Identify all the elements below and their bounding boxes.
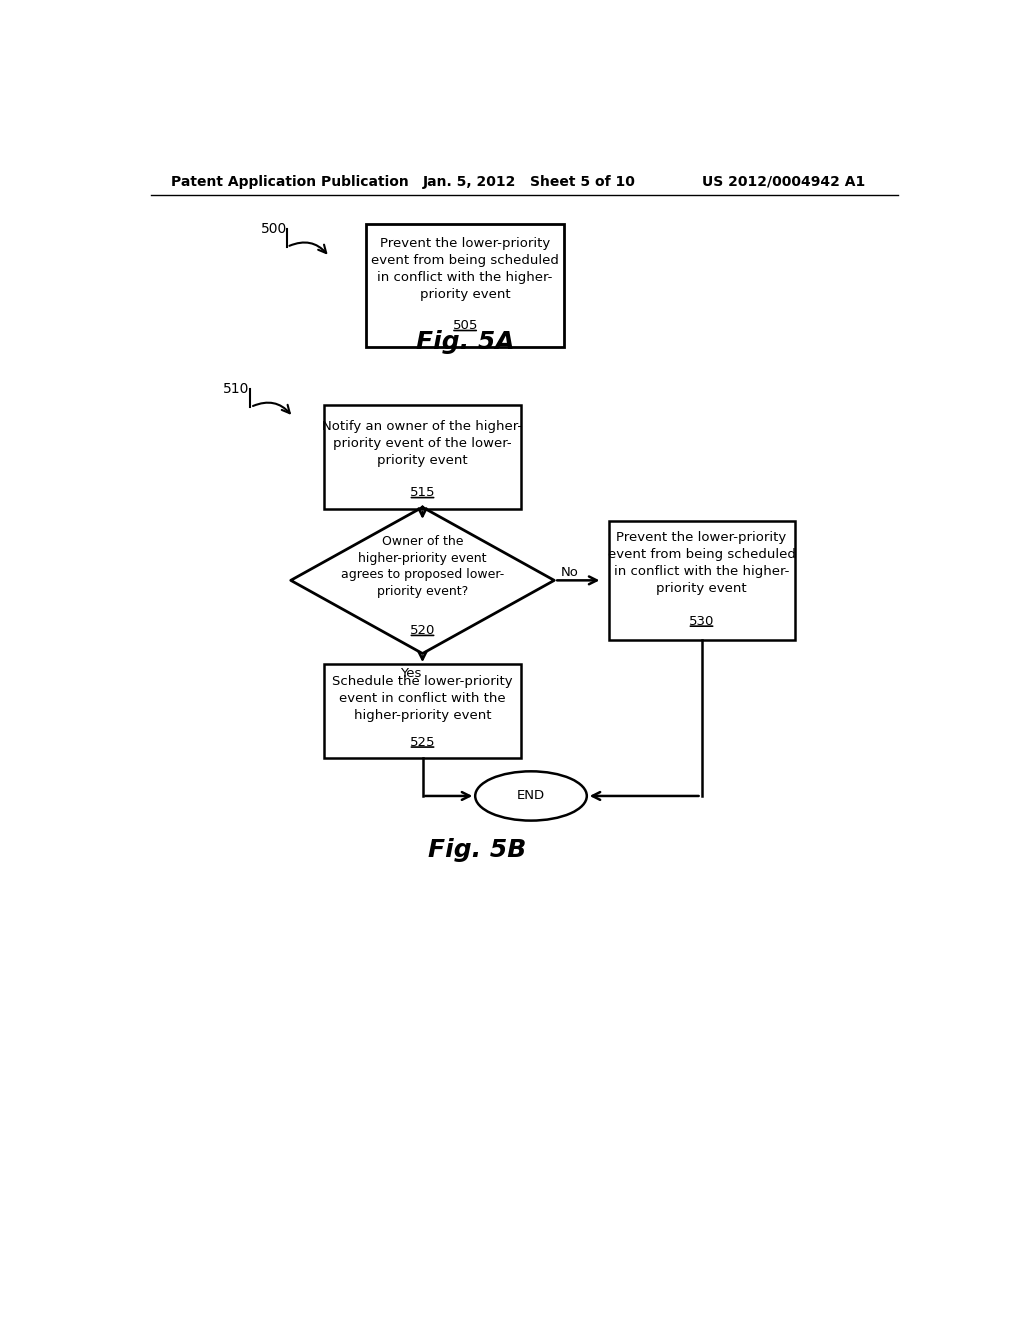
Text: 520: 520 (410, 624, 435, 638)
Text: Prevent the lower-priority
event from being scheduled
in conflict with the highe: Prevent the lower-priority event from be… (371, 236, 559, 301)
Text: Patent Application Publication: Patent Application Publication (171, 174, 409, 189)
Bar (608, 520, 795, 640)
Text: Notify an owner of the higher-
priority event of the lower-
priority event: Notify an owner of the higher- priority … (323, 420, 522, 467)
Text: Fig. 5B: Fig. 5B (428, 838, 526, 862)
Text: Prevent the lower-priority
event from being scheduled
in conflict with the highe: Prevent the lower-priority event from be… (607, 532, 796, 595)
Bar (324, 405, 521, 510)
Text: Fig. 5A: Fig. 5A (416, 330, 514, 354)
Bar (324, 664, 521, 758)
Text: 530: 530 (689, 615, 714, 628)
Text: 500: 500 (261, 222, 288, 236)
Text: Jan. 5, 2012   Sheet 5 of 10: Jan. 5, 2012 Sheet 5 of 10 (423, 174, 635, 189)
Text: 525: 525 (410, 735, 435, 748)
Text: US 2012/0004942 A1: US 2012/0004942 A1 (701, 174, 864, 189)
Text: No: No (560, 566, 579, 579)
Text: Owner of the
higher-priority event
agrees to proposed lower-
priority event?: Owner of the higher-priority event agree… (341, 535, 504, 598)
Text: Yes: Yes (400, 668, 422, 680)
Bar (367, 224, 564, 347)
Text: 515: 515 (410, 486, 435, 499)
Text: 505: 505 (453, 319, 478, 333)
Text: Schedule the lower-priority
event in conflict with the
higher-priority event: Schedule the lower-priority event in con… (332, 676, 513, 722)
Ellipse shape (475, 771, 587, 821)
Text: END: END (517, 789, 545, 803)
Text: 510: 510 (222, 383, 249, 396)
Polygon shape (291, 507, 554, 653)
